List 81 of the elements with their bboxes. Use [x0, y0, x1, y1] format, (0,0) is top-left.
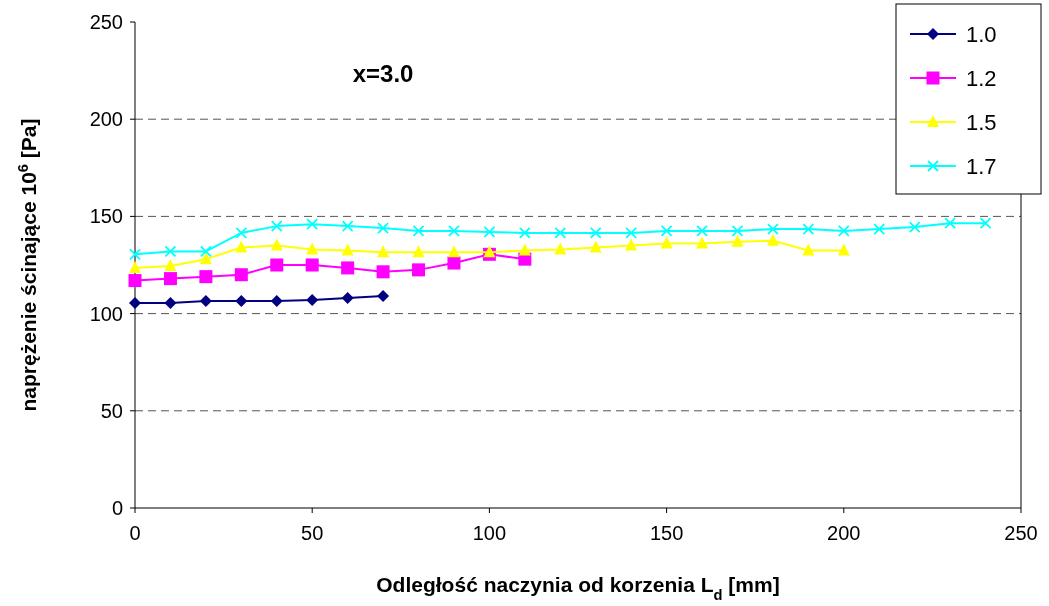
point: [377, 222, 389, 234]
point: [199, 252, 212, 265]
point: [873, 223, 886, 235]
point: [341, 220, 354, 233]
point: [270, 258, 284, 272]
point: [305, 258, 319, 272]
point: [625, 238, 638, 251]
point: [447, 245, 460, 258]
y-tick-label: 200: [89, 108, 123, 131]
point: [235, 227, 248, 239]
point: [731, 234, 744, 247]
point: [234, 268, 248, 282]
point: [412, 225, 425, 237]
point: [306, 293, 319, 306]
point: [270, 220, 283, 233]
point: [518, 243, 531, 256]
point: [270, 294, 283, 307]
point: [199, 270, 213, 284]
point: [625, 227, 638, 239]
point: [944, 217, 957, 230]
point: [341, 261, 355, 275]
point: [129, 260, 141, 273]
point: [802, 243, 815, 256]
point: [376, 265, 390, 279]
annotation: x=3.0: [352, 60, 414, 87]
point: [802, 223, 815, 235]
x-tick-label: 150: [649, 522, 684, 544]
point: [837, 243, 850, 256]
y-tick-label: 150: [89, 205, 123, 228]
point: [129, 248, 141, 261]
point: [696, 225, 708, 237]
x-tick-label: 250: [1004, 522, 1038, 544]
y-tick-label: 250: [89, 11, 123, 33]
point: [306, 218, 319, 231]
point: [447, 256, 461, 270]
x-axis-title: Odległość naczynia od korzenia L$_{d}$ [mm]: [376, 573, 780, 603]
point: [979, 217, 992, 230]
point: [908, 221, 921, 233]
point: [554, 227, 567, 239]
point: [483, 226, 496, 238]
point: [767, 223, 779, 235]
point: [518, 227, 531, 239]
point: [766, 233, 779, 246]
y-tick-label: 50: [100, 399, 123, 422]
point: [660, 236, 673, 249]
x-tick-label: 100: [472, 522, 507, 544]
x-tick-label: 0: [129, 522, 141, 544]
y-tick-label: 0: [111, 497, 123, 519]
x-tick-label: 50: [301, 522, 324, 544]
point: [235, 294, 248, 307]
legend-label: 1.0: [966, 21, 997, 47]
point: [341, 243, 354, 256]
x-tick-label: 200: [827, 522, 861, 544]
point: [448, 225, 460, 237]
point: [164, 296, 177, 309]
point: [837, 225, 850, 237]
point: [696, 236, 709, 249]
point: [377, 290, 390, 303]
point: [341, 292, 354, 305]
point: [270, 238, 283, 251]
point: [554, 242, 567, 255]
point: [164, 245, 177, 258]
point: [163, 272, 177, 286]
legend-label: 1.7: [966, 153, 997, 179]
point: [731, 225, 744, 237]
point: [589, 227, 602, 239]
point: [412, 263, 426, 277]
point: [412, 245, 425, 258]
point: [589, 240, 602, 253]
point: [660, 225, 673, 237]
point: [377, 245, 390, 258]
legend-label: 1.5: [966, 109, 997, 135]
point: [128, 274, 142, 288]
y-tick-label: 100: [89, 302, 123, 325]
point: [306, 242, 319, 255]
legend-label: 1.2: [966, 65, 997, 91]
point: [164, 258, 177, 271]
point: [129, 296, 141, 309]
point: [235, 240, 248, 253]
point: [199, 294, 212, 307]
point: [199, 245, 212, 258]
